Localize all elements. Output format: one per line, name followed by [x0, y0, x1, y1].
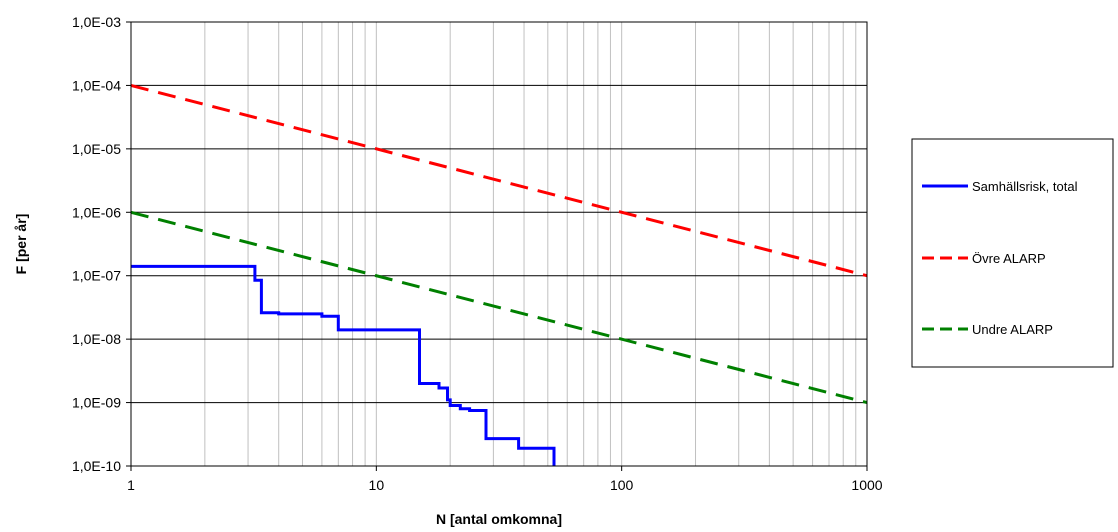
series-line-3 — [130, 210, 868, 405]
data-series — [130, 83, 868, 466]
x-tick-label: 100 — [610, 477, 634, 493]
y-axis-title: F [per år] — [13, 214, 29, 275]
y-tick-label: 1,0E-09 — [72, 395, 121, 411]
x-axis-title: N [antal omkomna] — [436, 511, 562, 527]
y-tick-label: 1,0E-04 — [72, 77, 121, 93]
y-tick-label: 1,0E-06 — [72, 204, 121, 220]
y-tick-label: 1,0E-07 — [72, 268, 121, 284]
legend-label-1: Samhällsrisk, total — [972, 179, 1078, 194]
y-tick-label: 1,0E-05 — [72, 141, 121, 157]
y-tick-label: 1,0E-03 — [72, 14, 121, 30]
x-tick-label: 1 — [127, 477, 135, 493]
legend-label-2: Övre ALARP — [972, 251, 1046, 266]
gridlines — [131, 22, 867, 466]
x-tick-label: 1000 — [851, 477, 882, 493]
plot-area-frame — [130, 21, 868, 467]
axis-ticks: 1,0E-03 1,0E-04 1,0E-05 1,0E-06 1,0E-07 1,0E-… — [72, 14, 883, 493]
legend-label-3: Undre ALARP — [972, 322, 1053, 337]
x-tick-label: 10 — [369, 477, 385, 493]
series-line-1 — [131, 264, 556, 466]
y-tick-label: 1,0E-10 — [72, 458, 121, 474]
y-tick-label: 1,0E-08 — [72, 331, 121, 347]
series-line-2 — [130, 83, 868, 278]
legend: Samhällsrisk, total Övre ALARP Undre ALARP — [911, 138, 1114, 368]
